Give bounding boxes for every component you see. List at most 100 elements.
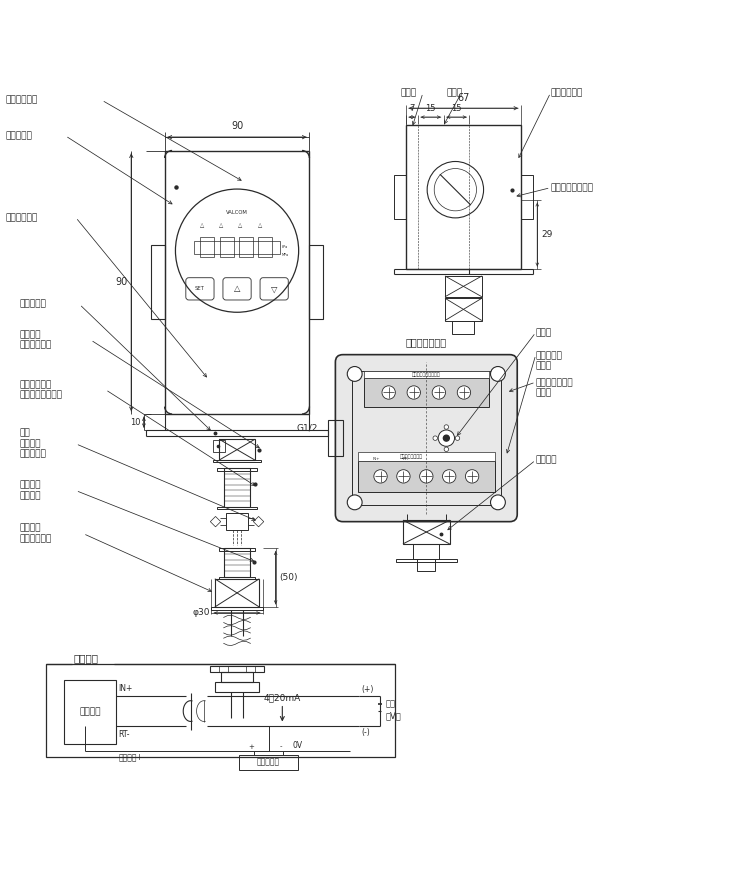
- Text: △: △: [200, 222, 204, 227]
- Text: 15: 15: [451, 104, 462, 113]
- Bar: [413, 544, 439, 559]
- Bar: [219, 576, 255, 579]
- Text: +: +: [248, 744, 254, 750]
- Text: IN+: IN+: [118, 684, 133, 693]
- Bar: [358, 461, 495, 492]
- Text: VALCOM: VALCOM: [226, 210, 248, 215]
- Text: 電源出力用
端子台: 電源出力用 端子台: [536, 351, 562, 370]
- Text: ケース: ケース: [447, 88, 463, 97]
- Circle shape: [490, 495, 505, 510]
- Bar: [217, 468, 257, 471]
- Circle shape: [419, 470, 433, 483]
- Text: (+): (+): [361, 685, 374, 694]
- Text: カバー: カバー: [401, 88, 417, 97]
- Text: ▽: ▽: [271, 284, 277, 293]
- Text: 防水コネクタ
（レセプタクル）: 防水コネクタ （レセプタクル）: [20, 380, 63, 400]
- Circle shape: [438, 430, 454, 446]
- Text: アース: アース: [536, 328, 552, 337]
- Text: 29: 29: [541, 230, 552, 239]
- Text: ケースカバー: ケースカバー: [551, 88, 583, 97]
- Text: 電源: 電源: [385, 699, 395, 708]
- Text: 設定スイッチ: 設定スイッチ: [5, 213, 37, 222]
- Circle shape: [432, 385, 446, 400]
- Text: (50): (50): [279, 573, 298, 583]
- Text: ［V］: ［V］: [385, 711, 401, 720]
- Circle shape: [374, 470, 387, 483]
- Bar: [224, 468, 250, 507]
- Bar: [396, 559, 457, 561]
- Bar: [239, 755, 298, 769]
- Bar: [211, 607, 263, 610]
- Bar: [219, 439, 255, 460]
- Text: アダプタ: アダプタ: [536, 456, 557, 465]
- Bar: [46, 664, 395, 757]
- Bar: [226, 513, 248, 530]
- Text: △: △: [238, 222, 243, 227]
- Circle shape: [433, 436, 437, 440]
- Text: 防水
コネクタ
（プラグ）: 防水 コネクタ （プラグ）: [20, 429, 47, 458]
- Bar: [521, 175, 533, 218]
- Text: △: △: [234, 284, 241, 293]
- Bar: [328, 420, 343, 457]
- Circle shape: [444, 447, 448, 451]
- Bar: [215, 579, 259, 607]
- Bar: [213, 440, 225, 451]
- Text: ディスプレイ: ディスプレイ: [5, 96, 37, 105]
- Text: ベントフィルター: ベントフィルター: [551, 183, 594, 192]
- Bar: [200, 238, 215, 257]
- Text: ブラケット: ブラケット: [20, 300, 47, 309]
- Bar: [217, 507, 257, 509]
- Bar: [394, 175, 406, 218]
- Bar: [364, 378, 489, 407]
- Bar: [352, 371, 501, 505]
- Circle shape: [443, 436, 449, 441]
- Text: 出力チェック用
端子台: 出力チェック用 端子台: [536, 378, 574, 398]
- Text: △: △: [258, 222, 261, 227]
- Text: G1/2: G1/2: [297, 423, 318, 433]
- Text: 出力チェック用端子台: 出力チェック用端子台: [412, 372, 441, 378]
- Text: RT-: RT-: [402, 458, 408, 461]
- Circle shape: [382, 385, 396, 400]
- Text: 67: 67: [457, 93, 469, 103]
- Bar: [165, 150, 309, 414]
- Text: 封止プラグ: 封止プラグ: [5, 131, 32, 140]
- Bar: [219, 665, 228, 671]
- Bar: [151, 246, 165, 319]
- Text: 7: 7: [409, 104, 415, 113]
- Text: RT-: RT-: [118, 730, 130, 738]
- Bar: [417, 559, 435, 570]
- Bar: [452, 320, 475, 334]
- Circle shape: [444, 425, 448, 429]
- Bar: [403, 520, 450, 544]
- Bar: [259, 238, 273, 257]
- Text: アンプ部: アンプ部: [80, 708, 101, 716]
- Bar: [219, 548, 255, 551]
- Bar: [224, 548, 250, 576]
- Text: φ30: φ30: [192, 608, 209, 618]
- Text: ケース内部構造: ケース内部構造: [405, 337, 446, 347]
- Circle shape: [347, 495, 362, 510]
- Bar: [210, 665, 264, 671]
- Text: アダプタ
（センサ側）: アダプタ （センサ側）: [20, 524, 52, 543]
- Text: MPa: MPa: [282, 253, 289, 257]
- Text: (-): (-): [361, 728, 370, 737]
- Bar: [309, 246, 323, 319]
- Circle shape: [457, 385, 471, 400]
- Text: 15: 15: [425, 104, 436, 113]
- Circle shape: [347, 366, 362, 381]
- Text: アダプタ
（表示器側）: アダプタ （表示器側）: [20, 330, 52, 349]
- Text: 0V: 0V: [292, 740, 302, 750]
- Bar: [445, 276, 482, 297]
- Bar: [220, 238, 234, 257]
- Bar: [65, 680, 116, 744]
- Bar: [364, 371, 489, 378]
- Text: △: △: [219, 222, 224, 227]
- Bar: [213, 460, 261, 462]
- Text: kPa: kPa: [282, 245, 288, 249]
- Text: 10: 10: [130, 418, 141, 427]
- Text: 90: 90: [231, 121, 243, 131]
- Text: -: -: [279, 744, 282, 750]
- Circle shape: [455, 436, 460, 440]
- Bar: [194, 241, 279, 254]
- Text: レシーバー: レシーバー: [257, 758, 280, 766]
